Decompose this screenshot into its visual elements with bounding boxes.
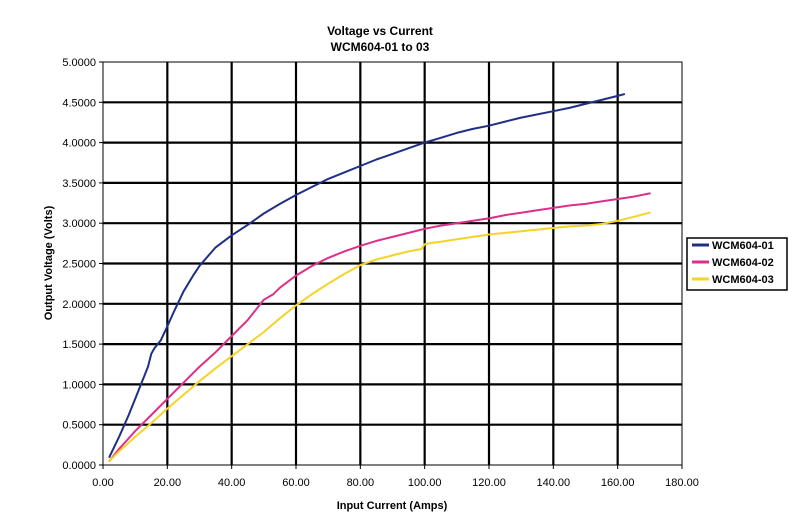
y-tick-label: 3.0000 bbox=[62, 218, 96, 230]
y-tick-label: 2.5000 bbox=[62, 259, 96, 271]
chart-subtitle: WCM604-01 to 03 bbox=[331, 40, 430, 54]
y-tick-label: 0.0000 bbox=[62, 460, 96, 472]
legend-box bbox=[686, 237, 788, 291]
legend-label: WCM604-02 bbox=[712, 257, 774, 269]
legend-label: WCM604-01 bbox=[712, 240, 774, 252]
y-tick-label: 2.0000 bbox=[62, 299, 96, 311]
y-axis-title: Output Voltage (Volts) bbox=[43, 205, 55, 320]
y-tick-label: 1.0000 bbox=[62, 379, 96, 391]
x-tick-label: 0.00 bbox=[92, 477, 113, 489]
legend-label: WCM604-03 bbox=[712, 274, 774, 286]
y-tick-label: 4.5000 bbox=[62, 97, 96, 109]
y-tick-label: 1.5000 bbox=[62, 339, 96, 351]
x-tick-label: 180.00 bbox=[665, 477, 699, 489]
x-tick-label: 140.00 bbox=[537, 477, 571, 489]
plot-border bbox=[102, 61, 683, 466]
x-tick-label: 40.00 bbox=[218, 477, 246, 489]
x-tick-label: 20.00 bbox=[154, 477, 182, 489]
x-axis-title: Input Current (Amps) bbox=[337, 500, 448, 512]
y-tick-label: 4.0000 bbox=[62, 138, 96, 150]
series-line-wcm604-02 bbox=[108, 192, 651, 462]
y-tick-label: 5.0000 bbox=[62, 57, 96, 69]
series-line-wcm604-03 bbox=[108, 211, 651, 462]
series-line-wcm604-01 bbox=[108, 93, 626, 458]
legend: WCM604-01 WCM604-02 WCM604-03 bbox=[686, 237, 788, 291]
x-tick-label: 160.00 bbox=[601, 477, 635, 489]
legend-items: WCM604-01 WCM604-02 WCM604-03 bbox=[692, 240, 774, 286]
x-tick-label: 80.00 bbox=[347, 477, 375, 489]
grid bbox=[103, 62, 682, 465]
y-tick-label: 3.5000 bbox=[62, 178, 96, 190]
axes: 0.00 20.00 40.00 60.00 80.00 100.00 120.00 140.… bbox=[62, 57, 698, 489]
x-tick-label: 120.00 bbox=[472, 477, 506, 489]
x-tick-label: 60.00 bbox=[282, 477, 310, 489]
x-tick-label: 100.00 bbox=[408, 477, 442, 489]
chart-title: Voltage vs Current bbox=[327, 24, 433, 38]
series bbox=[108, 93, 651, 462]
y-tick-label: 0.5000 bbox=[62, 420, 96, 432]
